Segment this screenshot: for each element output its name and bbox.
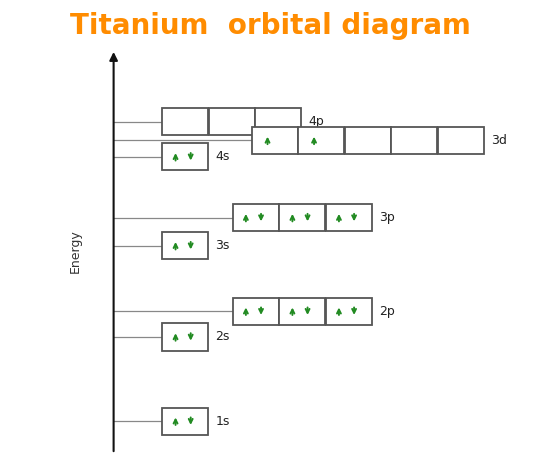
Bar bbox=[326, 204, 372, 231]
Text: 3s: 3s bbox=[215, 239, 230, 252]
Bar bbox=[252, 127, 298, 154]
Bar bbox=[209, 108, 255, 135]
Text: 3p: 3p bbox=[379, 211, 394, 224]
Text: 3d: 3d bbox=[491, 134, 506, 147]
Bar bbox=[162, 108, 208, 135]
Bar bbox=[438, 127, 484, 154]
Text: 1s: 1s bbox=[215, 415, 230, 428]
Bar bbox=[162, 323, 208, 351]
Bar bbox=[255, 108, 301, 135]
Text: 2p: 2p bbox=[379, 305, 394, 318]
Text: 2s: 2s bbox=[215, 330, 230, 344]
Bar bbox=[298, 127, 344, 154]
Bar bbox=[233, 204, 279, 231]
Bar bbox=[391, 127, 437, 154]
Text: Titanium  orbital diagram: Titanium orbital diagram bbox=[70, 12, 471, 40]
Text: Energy: Energy bbox=[69, 230, 82, 273]
Bar bbox=[233, 298, 279, 325]
Bar bbox=[162, 232, 208, 259]
Text: 4s: 4s bbox=[215, 150, 230, 163]
Bar bbox=[279, 204, 325, 231]
Bar bbox=[279, 298, 325, 325]
Text: 4p: 4p bbox=[308, 115, 324, 128]
Bar bbox=[326, 298, 372, 325]
Bar bbox=[162, 143, 208, 170]
Bar bbox=[345, 127, 391, 154]
Bar bbox=[162, 408, 208, 435]
